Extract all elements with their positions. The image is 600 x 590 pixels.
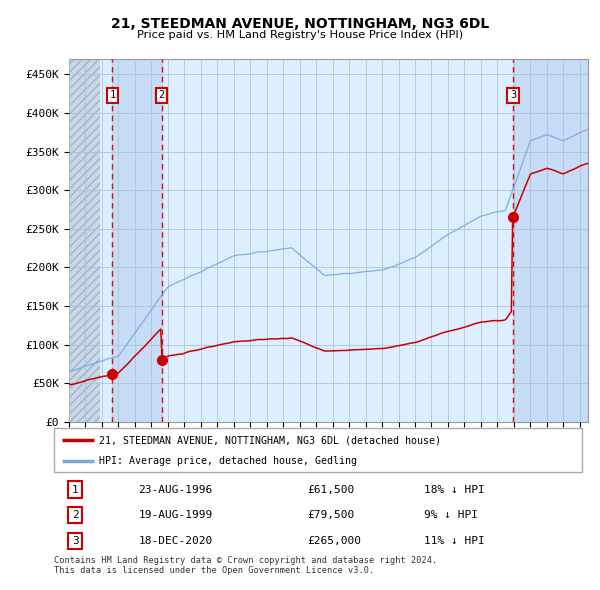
Text: £79,500: £79,500 [307,510,355,520]
Text: 3: 3 [72,536,79,546]
Text: 2: 2 [158,90,165,100]
Text: 2: 2 [72,510,79,520]
Text: £265,000: £265,000 [307,536,361,546]
Bar [112,59,162,422]
Text: 21, STEEDMAN AVENUE, NOTTINGHAM, NG3 6DL: 21, STEEDMAN AVENUE, NOTTINGHAM, NG3 6DL [111,17,489,31]
Text: Contains HM Land Registry data © Crown copyright and database right 2024.
This d: Contains HM Land Registry data © Crown c… [54,556,437,575]
Text: 3: 3 [510,90,517,100]
Bar [69,59,100,422]
Text: HPI: Average price, detached house, Gedling: HPI: Average price, detached house, Gedl… [99,456,357,466]
FancyBboxPatch shape [54,428,582,472]
Text: 21, STEEDMAN AVENUE, NOTTINGHAM, NG3 6DL (detached house): 21, STEEDMAN AVENUE, NOTTINGHAM, NG3 6DL… [99,435,441,445]
Text: 18-DEC-2020: 18-DEC-2020 [139,536,213,546]
Text: £61,500: £61,500 [307,485,355,495]
Text: 11% ↓ HPI: 11% ↓ HPI [424,536,484,546]
Text: 1: 1 [109,90,116,100]
Text: 19-AUG-1999: 19-AUG-1999 [139,510,213,520]
Text: 1: 1 [72,485,79,495]
Bar [513,59,588,422]
Text: 9% ↓ HPI: 9% ↓ HPI [424,510,478,520]
Text: 18% ↓ HPI: 18% ↓ HPI [424,485,484,495]
Text: Price paid vs. HM Land Registry's House Price Index (HPI): Price paid vs. HM Land Registry's House … [137,30,463,40]
Text: 23-AUG-1996: 23-AUG-1996 [139,485,213,495]
